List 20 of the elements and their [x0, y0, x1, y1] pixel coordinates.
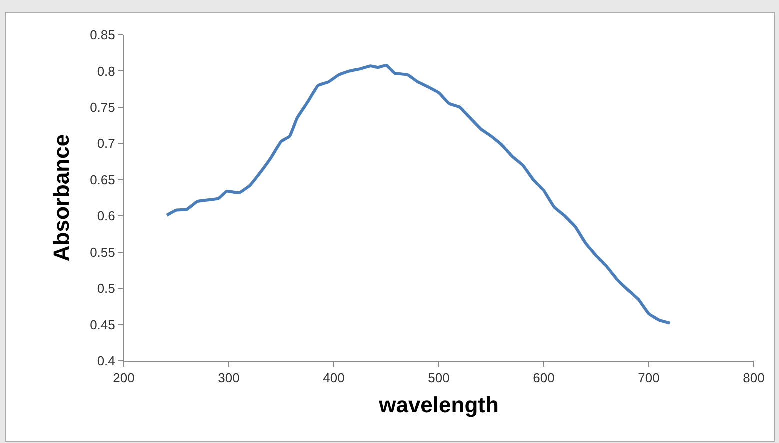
x-tick-label: 600 [533, 370, 555, 386]
y-tick-label: 0.45 [90, 317, 116, 332]
x-tick-label: 800 [743, 370, 765, 386]
x-tick-label: 200 [113, 370, 135, 386]
y-tick-label: 0.5 [97, 281, 116, 296]
y-tick-label: 0.7 [97, 136, 116, 152]
y-tick-label: 0.6 [97, 208, 116, 224]
y-tick-label: 0.85 [90, 28, 116, 43]
y-tick-label: 0.55 [90, 244, 116, 260]
x-tick-label: 300 [218, 370, 240, 386]
x-tick-label: 700 [638, 370, 660, 386]
y-tick-label: 0.8 [97, 64, 116, 79]
x-tick-label: 400 [323, 370, 345, 386]
line-series [166, 64, 672, 325]
y-tick-label: 0.75 [90, 100, 116, 115]
x-tick-label: 500 [428, 370, 450, 386]
y-tick-label: 0.65 [90, 172, 116, 188]
x-axis-title: wavelength [378, 392, 499, 418]
y-tick-label: 0.4 [97, 354, 116, 369]
y-axis-title: Absorbance [48, 134, 74, 262]
